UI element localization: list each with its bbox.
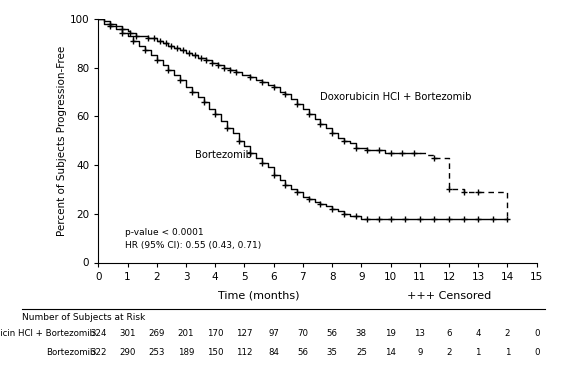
Text: 1: 1: [505, 348, 510, 357]
Text: Number of Subjects at Risk: Number of Subjects at Risk: [22, 313, 146, 322]
Text: 38: 38: [356, 329, 367, 338]
Text: 150: 150: [207, 348, 224, 357]
Text: 301: 301: [119, 329, 136, 338]
Text: 269: 269: [148, 329, 165, 338]
Text: 14: 14: [385, 348, 396, 357]
Text: 0: 0: [534, 348, 540, 357]
Text: 2: 2: [446, 348, 452, 357]
Text: 56: 56: [327, 329, 338, 338]
Text: 13: 13: [414, 329, 425, 338]
Text: 253: 253: [148, 348, 165, 357]
Text: 97: 97: [268, 329, 279, 338]
Text: 189: 189: [178, 348, 194, 357]
Text: 322: 322: [90, 348, 107, 357]
Text: 70: 70: [297, 329, 309, 338]
Text: 127: 127: [236, 329, 253, 338]
Text: 56: 56: [297, 348, 309, 357]
Text: 9: 9: [417, 348, 423, 357]
Text: 84: 84: [268, 348, 279, 357]
Text: Bortezomib: Bortezomib: [46, 348, 96, 357]
Text: 1: 1: [475, 348, 481, 357]
Text: 6: 6: [446, 329, 452, 338]
Text: 324: 324: [90, 329, 107, 338]
Text: 201: 201: [178, 329, 194, 338]
Text: 4: 4: [475, 329, 481, 338]
Y-axis label: Percent of Subjects Progression-Free: Percent of Subjects Progression-Free: [57, 45, 67, 236]
Text: 290: 290: [119, 348, 136, 357]
Text: Time (months): Time (months): [217, 291, 300, 301]
Text: 170: 170: [207, 329, 224, 338]
Text: 0: 0: [534, 329, 540, 338]
Text: 2: 2: [505, 329, 510, 338]
Text: Bortezomib: Bortezomib: [195, 150, 252, 160]
Text: 25: 25: [356, 348, 367, 357]
Text: p-value < 0.0001
HR (95% CI): 0.55 (0.43, 0.71): p-value < 0.0001 HR (95% CI): 0.55 (0.43…: [125, 228, 261, 251]
Text: +++ Censored: +++ Censored: [407, 291, 492, 301]
Text: Doxorubicin HCl + Bortezomib: Doxorubicin HCl + Bortezomib: [320, 92, 472, 102]
Text: 35: 35: [327, 348, 338, 357]
Text: 112: 112: [236, 348, 253, 357]
Text: Doxorubicin HCl + Bortezomib: Doxorubicin HCl + Bortezomib: [0, 329, 96, 338]
Text: 19: 19: [385, 329, 396, 338]
